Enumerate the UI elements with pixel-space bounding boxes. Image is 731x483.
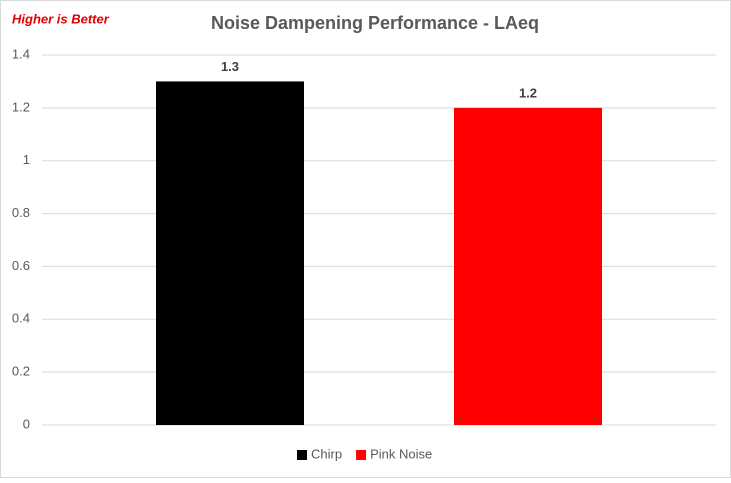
- value-label: 1.3: [221, 59, 239, 74]
- chart-title: Noise Dampening Performance - LAeq: [211, 13, 539, 33]
- bar: [156, 81, 304, 425]
- y-tick-label: 0.8: [12, 205, 30, 220]
- y-tick-label: 0: [23, 416, 30, 431]
- y-tick-label: 1.4: [12, 46, 30, 61]
- bar: [454, 107, 602, 425]
- y-tick-label: 0.6: [12, 258, 30, 273]
- legend-swatch: [356, 450, 367, 460]
- annotation: Higher is Better: [12, 11, 110, 26]
- legend-swatch: [297, 450, 307, 460]
- y-tick-label: 1.2: [12, 99, 30, 114]
- legend-label: Pink Noise: [370, 446, 432, 461]
- value-label: 1.2: [519, 85, 537, 100]
- y-tick-label: 1: [23, 152, 30, 167]
- y-tick-label: 0.4: [12, 311, 30, 326]
- y-tick-label: 0.2: [12, 364, 30, 379]
- legend-label: Chirp: [311, 446, 342, 461]
